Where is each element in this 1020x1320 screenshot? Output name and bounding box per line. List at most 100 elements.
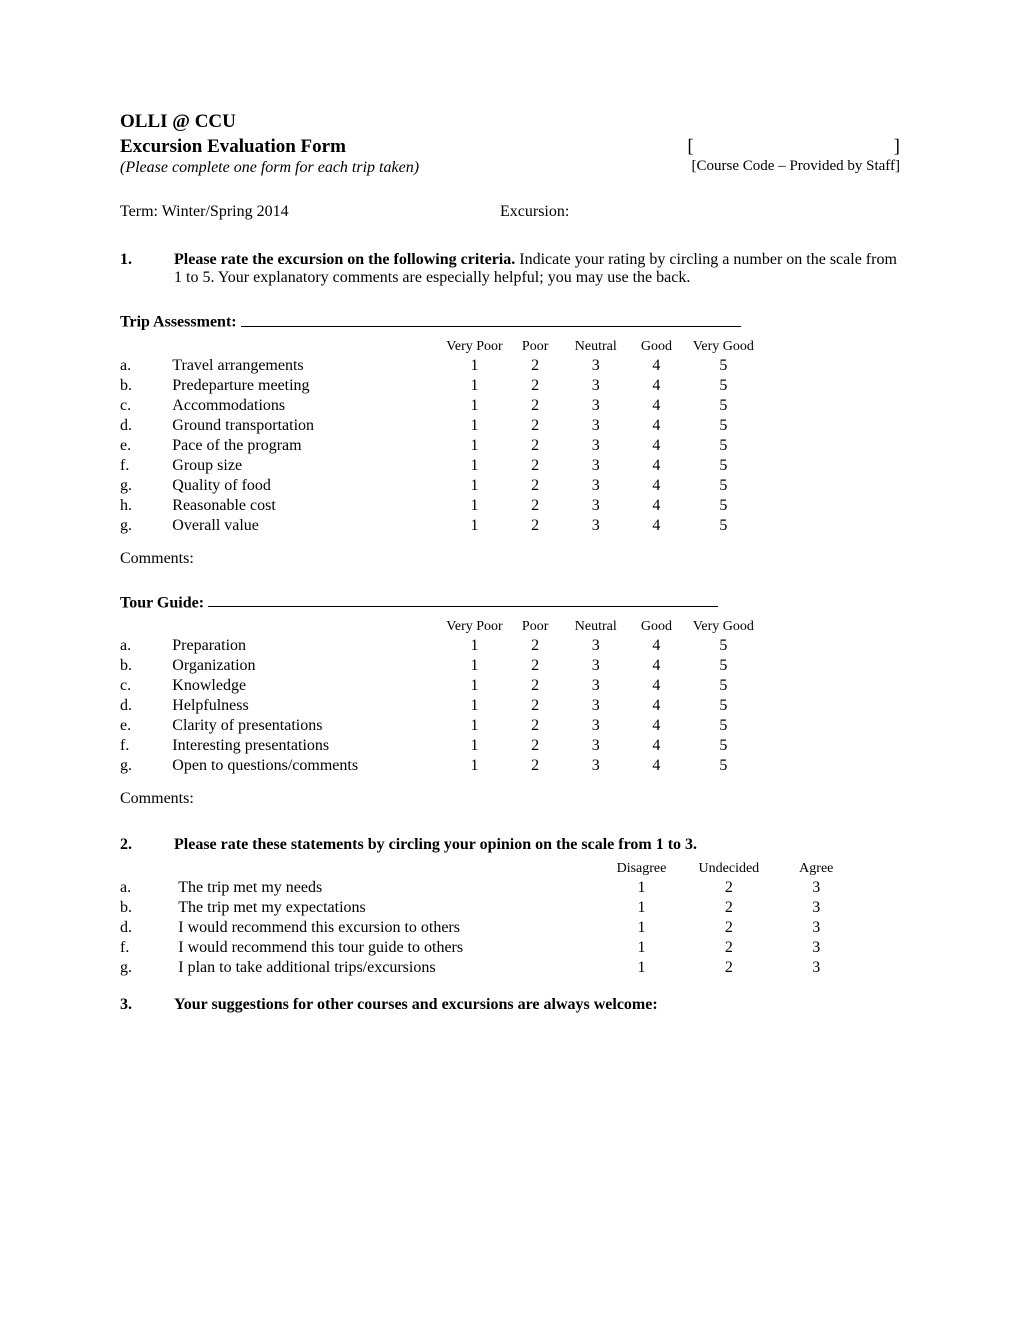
rating-cell[interactable]: 2	[505, 396, 566, 416]
rating-cell[interactable]: 2	[505, 356, 566, 376]
rating-cell[interactable]: 3	[565, 756, 626, 776]
rating-cell[interactable]: 1	[444, 396, 505, 416]
rating-cell[interactable]: 3	[565, 736, 626, 756]
rating-cell[interactable]: 1	[444, 436, 505, 456]
rating-cell[interactable]: 5	[687, 656, 760, 676]
rating-cell[interactable]: 3	[773, 898, 860, 918]
rating-cell[interactable]: 5	[687, 456, 760, 476]
rating-cell[interactable]: 1	[444, 716, 505, 736]
rating-cell[interactable]: 5	[687, 676, 760, 696]
rating-cell[interactable]: 4	[626, 736, 687, 756]
rating-cell[interactable]: 3	[565, 436, 626, 456]
rating-cell[interactable]: 2	[505, 376, 566, 396]
rating-cell[interactable]: 2	[505, 676, 566, 696]
rating-cell[interactable]: 2	[685, 958, 772, 978]
rating-cell[interactable]: 4	[626, 396, 687, 416]
rating-cell[interactable]: 4	[626, 656, 687, 676]
rating-cell[interactable]: 4	[626, 636, 687, 656]
rating-cell[interactable]: 3	[773, 878, 860, 898]
rating-cell[interactable]: 1	[444, 656, 505, 676]
rating-cell[interactable]: 1	[444, 636, 505, 656]
rating-cell[interactable]: 1	[444, 476, 505, 496]
rating-cell[interactable]: 4	[626, 456, 687, 476]
rating-cell[interactable]: 5	[687, 636, 760, 656]
rating-cell[interactable]: 1	[444, 356, 505, 376]
rating-cell[interactable]: 2	[685, 898, 772, 918]
rating-cell[interactable]: 3	[565, 496, 626, 516]
rating-cell[interactable]: 3	[565, 416, 626, 436]
rating-cell[interactable]: 3	[565, 376, 626, 396]
rating-cell[interactable]: 1	[598, 958, 685, 978]
rating-cell[interactable]: 5	[687, 476, 760, 496]
rating-cell[interactable]: 3	[773, 918, 860, 938]
row-letter: d.	[120, 918, 178, 938]
rating-cell[interactable]: 2	[505, 516, 566, 536]
rating-cell[interactable]: 2	[505, 636, 566, 656]
rating-cell[interactable]: 2	[685, 918, 772, 938]
rating-cell[interactable]: 1	[598, 878, 685, 898]
rating-cell[interactable]: 3	[565, 476, 626, 496]
rating-cell[interactable]: 4	[626, 476, 687, 496]
rating-cell[interactable]: 2	[505, 476, 566, 496]
rating-cell[interactable]: 1	[444, 496, 505, 516]
rating-cell[interactable]: 2	[505, 456, 566, 476]
rating-cell[interactable]: 4	[626, 696, 687, 716]
rating-cell[interactable]: 2	[685, 878, 772, 898]
excursion-label: Excursion:	[500, 203, 569, 221]
row-letter: a.	[120, 878, 178, 898]
rating-cell[interactable]: 1	[598, 898, 685, 918]
rating-cell[interactable]: 2	[505, 716, 566, 736]
rating-cell[interactable]: 1	[444, 416, 505, 436]
rating-cell[interactable]: 4	[626, 676, 687, 696]
rating-cell[interactable]: 1	[598, 918, 685, 938]
rating-cell[interactable]: 2	[685, 938, 772, 958]
rating-cell[interactable]: 3	[773, 938, 860, 958]
rating-cell[interactable]: 3	[565, 636, 626, 656]
rating-cell[interactable]: 3	[565, 456, 626, 476]
rating-cell[interactable]: 4	[626, 416, 687, 436]
rating-cell[interactable]: 5	[687, 696, 760, 716]
rating-cell[interactable]: 5	[687, 496, 760, 516]
rating-cell[interactable]: 1	[444, 696, 505, 716]
rating-cell[interactable]: 3	[773, 958, 860, 978]
rating-cell[interactable]: 2	[505, 416, 566, 436]
rating-cell[interactable]: 4	[626, 756, 687, 776]
rating-cell[interactable]: 3	[565, 696, 626, 716]
rating-cell[interactable]: 4	[626, 436, 687, 456]
rating-cell[interactable]: 3	[565, 516, 626, 536]
rating-cell[interactable]: 4	[626, 516, 687, 536]
rating-cell[interactable]: 5	[687, 356, 760, 376]
rating-cell[interactable]: 5	[687, 376, 760, 396]
rating-cell[interactable]: 2	[505, 496, 566, 516]
rating-cell[interactable]: 3	[565, 656, 626, 676]
rating-cell[interactable]: 1	[444, 516, 505, 536]
rating-cell[interactable]: 4	[626, 356, 687, 376]
rating-cell[interactable]: 5	[687, 396, 760, 416]
tour-guide-blank[interactable]	[208, 592, 718, 607]
rating-cell[interactable]: 5	[687, 436, 760, 456]
rating-cell[interactable]: 4	[626, 716, 687, 736]
rating-cell[interactable]: 4	[626, 376, 687, 396]
rating-cell[interactable]: 3	[565, 716, 626, 736]
rating-cell[interactable]: 5	[687, 516, 760, 536]
rating-cell[interactable]: 5	[687, 736, 760, 756]
rating-cell[interactable]: 5	[687, 716, 760, 736]
rating-cell[interactable]: 2	[505, 736, 566, 756]
trip-assessment-blank[interactable]	[241, 311, 741, 326]
rating-cell[interactable]: 2	[505, 756, 566, 776]
rating-cell[interactable]: 1	[444, 456, 505, 476]
rating-cell[interactable]: 1	[444, 736, 505, 756]
rating-cell[interactable]: 5	[687, 756, 760, 776]
rating-cell[interactable]: 2	[505, 656, 566, 676]
rating-cell[interactable]: 2	[505, 436, 566, 456]
rating-cell[interactable]: 4	[626, 496, 687, 516]
rating-cell[interactable]: 1	[444, 376, 505, 396]
rating-cell[interactable]: 3	[565, 356, 626, 376]
rating-cell[interactable]: 1	[444, 676, 505, 696]
rating-cell[interactable]: 1	[598, 938, 685, 958]
rating-cell[interactable]: 2	[505, 696, 566, 716]
rating-cell[interactable]: 1	[444, 756, 505, 776]
rating-cell[interactable]: 3	[565, 676, 626, 696]
rating-cell[interactable]: 3	[565, 396, 626, 416]
rating-cell[interactable]: 5	[687, 416, 760, 436]
